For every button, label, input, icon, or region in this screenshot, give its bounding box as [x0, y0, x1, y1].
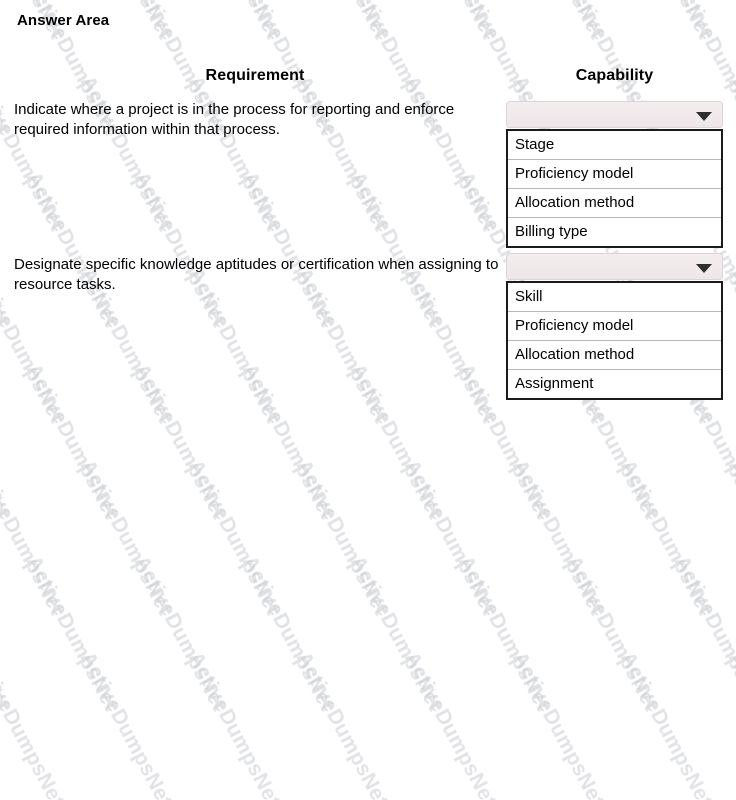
watermark-text: ActiveDumpsNet: [75, 648, 177, 800]
list-item[interactable]: Allocation method: [508, 189, 721, 218]
watermark-text: ActiveDumpsNet: [129, 552, 231, 715]
watermark-text: ActiveDumpsNet: [507, 456, 609, 619]
column-header-requirement: Requirement: [205, 67, 305, 84]
list-item[interactable]: Allocation method: [508, 341, 721, 370]
requirement-text-row-2: Designate specific knowledge aptitudes o…: [14, 256, 499, 293]
watermark-text: ActiveDumpsNet: [561, 552, 663, 715]
watermark-text: ActiveDumpsNet: [615, 648, 717, 800]
watermark-text: ActiveDumpsNet: [399, 648, 501, 800]
watermark-text: ActiveDumpsNet: [0, 456, 69, 619]
watermark-text: ActiveDumpsNet: [183, 456, 285, 619]
list-item[interactable]: Proficiency model: [508, 312, 721, 341]
answer-area-panel: Answer Area Requirement Capability Indic…: [14, 12, 723, 400]
watermark-text: ActiveDumpsNet: [669, 552, 736, 715]
watermark-text: ActiveDumpsNet: [291, 648, 393, 800]
watermark-text: ActiveDumpsNet: [237, 552, 339, 715]
list-item[interactable]: Proficiency model: [508, 160, 721, 189]
watermark-text: ActiveDumpsNet: [0, 552, 15, 715]
capability-dropdown-row-1[interactable]: [506, 101, 723, 128]
watermark-text: ActiveDumpsNet: [453, 552, 555, 715]
list-item[interactable]: Billing type: [508, 218, 721, 246]
capability-option-list-row-1[interactable]: Stage Proficiency model Allocation metho…: [506, 129, 723, 248]
watermark-text: ActiveDumpsNet: [615, 456, 717, 619]
watermark-text: ActiveDumpsNet: [291, 456, 393, 619]
watermark-text: ActiveDumpsNet: [507, 648, 609, 800]
list-item[interactable]: Stage: [508, 131, 721, 160]
capability-dropdown-row-2[interactable]: [506, 253, 723, 280]
column-header-capability: Capability: [575, 67, 654, 84]
list-item[interactable]: Skill: [508, 283, 721, 312]
page-title: Answer Area: [17, 12, 110, 29]
capability-option-list-row-2[interactable]: Skill Proficiency model Allocation metho…: [506, 281, 723, 400]
requirement-text-row-1: Indicate where a project is in the proce…: [14, 101, 455, 138]
list-item[interactable]: Assignment: [508, 370, 721, 398]
watermark-text: ActiveDumpsNet: [723, 456, 736, 619]
chevron-down-icon[interactable]: [696, 263, 712, 273]
watermark-text: ActiveDumpsNet: [183, 648, 285, 800]
watermark-text: ActiveDumpsNet: [75, 456, 177, 619]
chevron-down-icon[interactable]: [696, 111, 712, 121]
watermark-text: ActiveDumpsNet: [0, 648, 69, 800]
watermark-text: ActiveDumpsNet: [21, 552, 123, 715]
watermark-text: ActiveDumpsNet: [723, 648, 736, 800]
watermark-text: ActiveDumpsNet: [345, 552, 447, 715]
watermark-text: ActiveDumpsNet: [399, 456, 501, 619]
